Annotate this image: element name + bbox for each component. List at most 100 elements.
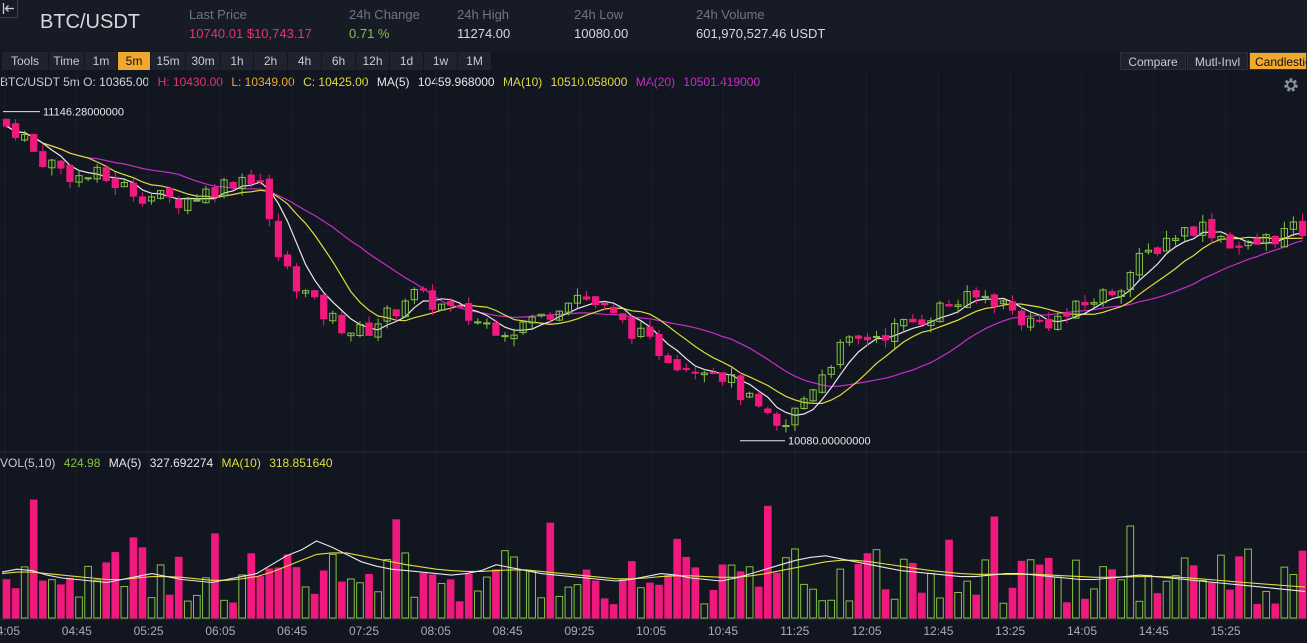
x-tick-label: 10:05: [636, 624, 666, 638]
volume-bar: [1244, 548, 1252, 619]
volume-bar: [591, 580, 600, 619]
volume-bar: [120, 585, 129, 619]
candlestick-button[interactable]: Candlestic: [1249, 52, 1307, 70]
candle-body: [1036, 319, 1044, 322]
volume-bar: [573, 584, 582, 619]
candle-body: [265, 178, 273, 220]
compare-button[interactable]: Compare: [1120, 52, 1186, 70]
volume-bar: [1280, 566, 1289, 619]
x-tick-label: 12:45: [923, 624, 953, 638]
volume-bar: [936, 597, 944, 619]
interval-1m-button[interactable]: 1m: [85, 52, 117, 70]
volume-bar: [1208, 582, 1216, 619]
candle-body: [84, 177, 92, 180]
candle-body: [972, 290, 980, 298]
volume-bar: [727, 564, 736, 619]
volume-bar: [881, 589, 890, 619]
candle-body: [1253, 238, 1261, 245]
candle-body: [1289, 221, 1298, 230]
candle-body: [2, 118, 11, 127]
multi-interval-button[interactable]: Mutl-Invl: [1187, 52, 1248, 70]
volume-bar: [1099, 566, 1107, 619]
volume-bar: [292, 567, 301, 619]
stat-label: 24h Low: [574, 7, 624, 22]
candle-body: [900, 319, 908, 327]
interval-12h-button[interactable]: 12h: [356, 52, 389, 70]
interval-1M-button[interactable]: 1M: [458, 52, 491, 70]
candle-body: [1199, 221, 1207, 236]
price-legend: BTC/USDT 5m O: 10365.00 H: 10430.00 L: 1…: [0, 75, 765, 89]
interval-30m-button[interactable]: 30m: [186, 52, 220, 70]
interval-4h-button[interactable]: 4h: [288, 52, 321, 70]
candle-body: [1099, 289, 1107, 304]
interval-1d-button[interactable]: 1d: [390, 52, 423, 70]
volume-bar: [800, 583, 808, 619]
volume-bar: [328, 553, 337, 619]
candle-body: [175, 199, 183, 209]
candle-body: [1072, 300, 1080, 319]
volume-bar: [1162, 580, 1171, 619]
time-button[interactable]: Time: [49, 52, 84, 70]
volume-bar: [338, 581, 346, 619]
high-marker-label: 11146.28000000: [43, 107, 124, 119]
volume-bar: [1081, 598, 1089, 619]
x-tick-label: 15:25: [1211, 624, 1241, 638]
candle-body: [963, 291, 971, 308]
volume-bar: [908, 562, 917, 619]
candle-body: [1135, 252, 1143, 276]
stat-label: 24h Change: [349, 7, 420, 22]
candle-body: [1226, 234, 1234, 249]
legend-low-label: L:: [231, 75, 242, 89]
candle-body: [628, 317, 636, 339]
volume-bar: [981, 559, 990, 619]
settings-gear-icon[interactable]: [1282, 76, 1300, 94]
volume-bar: [256, 576, 265, 619]
candle-body: [999, 300, 1008, 304]
legend-symbol: BTC/USDT 5m: [0, 75, 80, 89]
candle-body: [1063, 313, 1071, 317]
volume-bar: [954, 591, 962, 619]
candle-body: [682, 367, 690, 370]
volume-bar: [1053, 576, 1062, 619]
volume-bar: [129, 537, 138, 619]
interval-1w-button[interactable]: 1w: [424, 52, 457, 70]
collapse-sidebar-button[interactable]: [0, 0, 18, 18]
candle-body: [836, 341, 844, 366]
volume-bar: [745, 566, 754, 619]
volume-bar: [646, 582, 654, 619]
x-tick-label: 06:05: [205, 624, 235, 638]
legend-ma20-value: 10501.419000: [683, 75, 761, 89]
candle-body: [229, 182, 237, 189]
volume-bar: [29, 499, 38, 619]
interval-2h-button[interactable]: 2h: [254, 52, 287, 70]
volume-bar: [319, 570, 328, 619]
volume-bar: [274, 567, 283, 619]
candle-body: [410, 289, 418, 301]
candle-body: [492, 322, 500, 336]
volume-bar: [48, 579, 56, 619]
candle-body: [1171, 238, 1180, 241]
candle-body: [1262, 234, 1270, 244]
candle-body: [755, 393, 763, 407]
x-tick-label: 09:25: [564, 624, 594, 638]
stat-value: 10080.00: [574, 26, 629, 41]
volume-bar: [138, 547, 147, 619]
stat-24h-volume: 24h Volume 601,970,527.46 USDT: [696, 7, 825, 41]
vol-ma10-label: MA(10): [221, 456, 261, 470]
interval-5m-button[interactable]: 5m: [118, 52, 150, 70]
tools-button[interactable]: Tools: [2, 52, 48, 70]
candle-body: [854, 335, 863, 339]
x-tick-label: 08:05: [421, 624, 451, 638]
x-tick-label: 04:05: [0, 624, 20, 638]
volume-bar: [827, 599, 836, 619]
interval-6h-button[interactable]: 6h: [322, 52, 355, 70]
volume-bar: [691, 567, 700, 619]
interval-1h-button[interactable]: 1h: [221, 52, 253, 70]
interval-15m-button[interactable]: 15m: [151, 52, 185, 70]
candle-body: [156, 190, 165, 199]
volume-bar: [809, 588, 817, 619]
candle-body: [311, 290, 319, 298]
candle-body: [863, 336, 872, 341]
ticker-header: BTC/USDT Last Price 10740.01 $10,743.17 …: [0, 0, 1307, 51]
